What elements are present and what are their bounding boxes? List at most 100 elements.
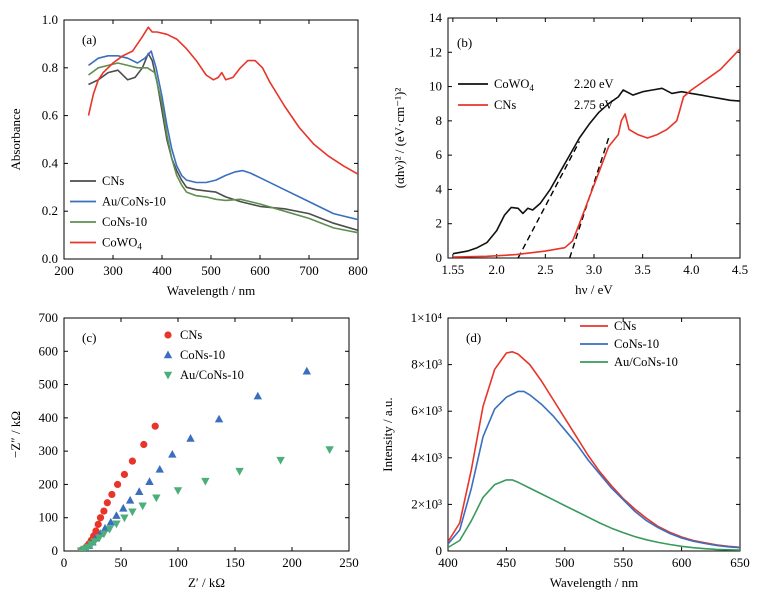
data-point — [135, 487, 144, 495]
x-axis-title: Wavelength / nm — [167, 283, 256, 298]
legend-label: CoNs-10 — [614, 337, 659, 351]
y-tick-label: 0.4 — [42, 155, 59, 170]
x-tick-label: 650 — [730, 555, 750, 570]
data-point — [140, 440, 148, 449]
data-point — [152, 494, 161, 503]
x-tick-label: 4.5 — [732, 262, 748, 277]
legend-label: Au/CoNs-10 — [614, 355, 678, 369]
legend-label: CNs — [102, 174, 124, 188]
data-point — [276, 456, 285, 465]
x-tick-label: 2.5 — [537, 262, 553, 277]
y-tick-label: 0.6 — [42, 108, 59, 123]
data-point — [106, 517, 115, 526]
series-line — [448, 390, 740, 549]
x-tick-label: 4.0 — [683, 262, 699, 277]
data-point — [113, 480, 122, 489]
y-tick-label: 0 — [52, 543, 59, 558]
plot-frame — [447, 17, 741, 259]
data-point — [186, 433, 195, 442]
chart-panel-4: 400 450 500 550 600 650 0 2×10³ 4×10³ 6×10³ 8×10³ 1… — [380, 310, 750, 590]
x-tick-label: 800 — [348, 263, 368, 278]
legend-label: CNs — [494, 98, 516, 112]
x-tick-label: 250 — [339, 555, 359, 570]
data-point — [201, 477, 210, 486]
y-tick-label: 2×10³ — [411, 496, 442, 511]
data-point — [95, 534, 104, 543]
y-tick-label: 8 — [436, 113, 443, 128]
panel-label: (d) — [466, 330, 481, 345]
x-tick-label: 400 — [152, 263, 172, 278]
y-tick-label: 12 — [429, 44, 442, 59]
legend-marker — [163, 350, 173, 359]
data-point — [325, 446, 334, 454]
x-tick-label: 600 — [672, 555, 692, 570]
legend-marker — [164, 331, 172, 339]
x-tick-label: 50 — [115, 555, 128, 570]
data-point — [90, 538, 99, 546]
y-tick-label: 400 — [39, 410, 59, 425]
legend-value: 2.20 eV — [574, 77, 614, 91]
y-tick-label: 300 — [39, 443, 59, 458]
y-tick-label: 600 — [39, 343, 59, 358]
legend-label: CoWO4 — [494, 77, 534, 93]
panel-label: (a) — [82, 32, 96, 47]
plot-area — [452, 48, 740, 258]
legend-subscript: 4 — [137, 242, 142, 252]
x-tick-label: 200 — [282, 555, 302, 570]
plot-frame — [447, 317, 741, 552]
data-point — [120, 470, 129, 479]
data-point — [112, 520, 121, 529]
series-line — [448, 479, 740, 551]
y-tick-label: 0.0 — [42, 251, 58, 266]
data-point — [100, 507, 108, 515]
data-point — [168, 449, 177, 458]
x-tick-label: 150 — [225, 555, 245, 570]
series-line — [448, 351, 740, 549]
x-tick-label: 3.0 — [586, 262, 602, 277]
legend-subscript: 4 — [529, 83, 534, 93]
data-point — [96, 514, 105, 522]
series-line — [88, 50, 358, 221]
y-axis-title: Intensity / a.u. — [380, 397, 395, 471]
plot-area — [76, 366, 334, 551]
y-tick-label: 2 — [436, 216, 443, 231]
legend-label: CNs — [180, 328, 202, 342]
data-point — [112, 511, 121, 519]
data-point — [105, 525, 114, 534]
data-point — [128, 508, 137, 517]
data-point — [128, 457, 136, 465]
y-axis-title: (αhν)² / (eV·cm⁻¹)² — [392, 88, 407, 189]
x-tick-label: 1.55 — [441, 262, 464, 277]
y-tick-label: 14 — [429, 10, 443, 25]
y-tick-label: 200 — [39, 476, 59, 491]
x-tick-label: 2.0 — [489, 262, 505, 277]
y-tick-label: 6×10³ — [411, 403, 442, 418]
data-point — [138, 502, 147, 511]
legend-value: 2.75 eV — [574, 98, 614, 112]
x-tick-label: 500 — [201, 263, 221, 278]
data-point — [235, 467, 244, 476]
x-axis-title: hν / eV — [575, 282, 613, 297]
y-axis-title: −Z″ / kΩ — [8, 411, 23, 458]
data-point — [155, 464, 164, 473]
x-axis-title: Wavelength / nm — [550, 575, 639, 590]
x-tick-label: 500 — [555, 555, 575, 570]
x-tick-label: 200 — [54, 263, 74, 278]
x-tick-label: 600 — [250, 263, 270, 278]
x-tick-label: 400 — [438, 555, 458, 570]
plot-frame — [63, 317, 350, 552]
y-tick-label: 700 — [39, 310, 59, 325]
data-point — [173, 487, 183, 495]
y-tick-label: 500 — [39, 377, 59, 392]
chart-panel-1: 200 300 400 500 600 700 800 0.0 0.2 0.4 0.6 0.8 1.0 W… — [8, 12, 368, 298]
y-tick-label: 100 — [39, 510, 59, 525]
data-point — [302, 366, 312, 375]
data-point — [92, 527, 100, 535]
y-tick-label: 1×10⁴ — [411, 310, 443, 325]
x-tick-label: 300 — [103, 263, 123, 278]
series-line — [452, 87, 740, 255]
series-line — [87, 26, 358, 175]
legend-marker — [163, 371, 173, 380]
plot-area — [448, 351, 740, 551]
